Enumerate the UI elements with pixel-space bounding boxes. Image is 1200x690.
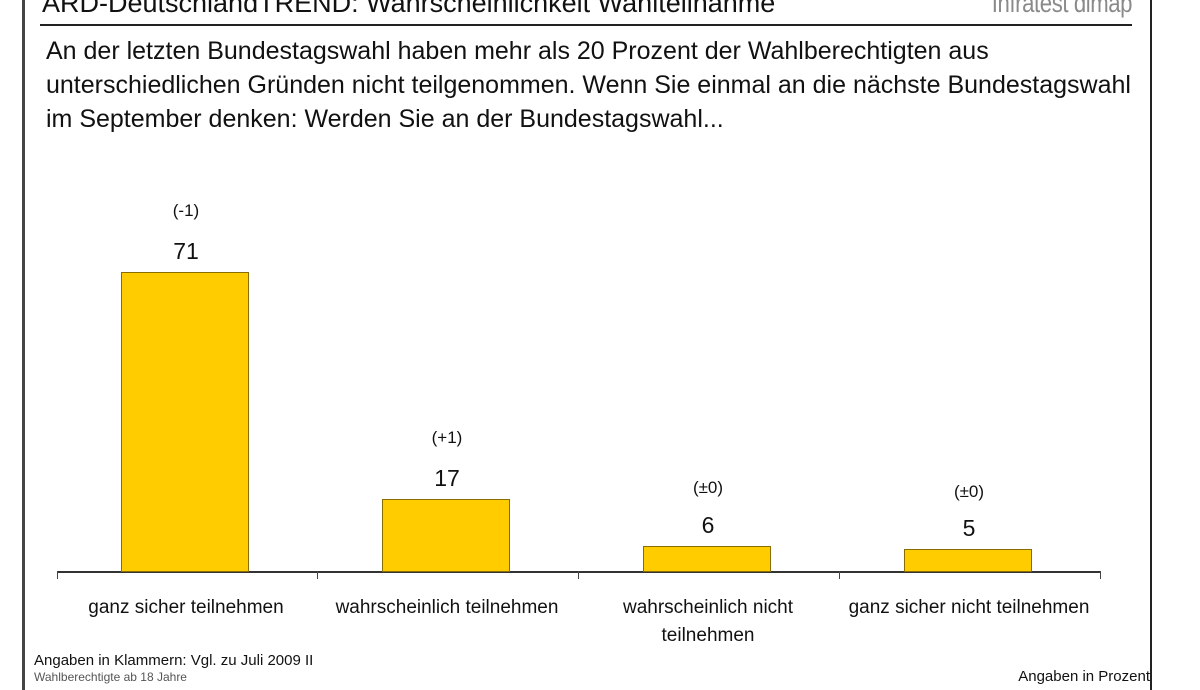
unit-note: Angaben in Prozent <box>1018 668 1150 685</box>
bar-wahrscheinlich-nicht-teilnehmen <box>643 546 771 572</box>
x-axis <box>57 571 1101 573</box>
bar-value-label: 5 <box>962 515 976 541</box>
category-label: wahrscheinlich teilnehmen <box>335 597 559 618</box>
survey-question: An der letzten Bundestagswahl haben mehr… <box>46 37 1131 133</box>
footnote-comparison: Angaben in Klammern: Vgl. zu Juli 2009 I… <box>34 652 314 669</box>
chart-title: ARD-DeutschlandTREND: Wahrscheinlichkeit… <box>42 0 776 18</box>
category-label: wahrscheinlich nicht teilnehmen <box>622 597 794 646</box>
brand-logo-text: Infratest dimap <box>991 0 1133 18</box>
axis-tick <box>839 571 840 579</box>
axis-tick <box>578 571 579 579</box>
bar-wahrscheinlich-teilnehmen <box>382 499 510 572</box>
bar-ganz-sicher-teilnehmen <box>121 272 249 572</box>
bar-chart: (-1) 71 ganz sicher teilnehmen (+1) 17 w… <box>57 201 1101 646</box>
bar-value-label: 17 <box>434 465 460 491</box>
axis-tick <box>57 571 58 579</box>
footnote-population: Wahlberechtigte ab 18 Jahre <box>34 670 187 684</box>
bar-change-label: (±0) <box>953 482 985 501</box>
axis-tick <box>1100 571 1101 579</box>
title-divider <box>40 24 1132 26</box>
bar-change-label: (±0) <box>692 478 724 497</box>
chart-frame <box>22 0 1152 690</box>
bar-value-label: 71 <box>173 238 199 264</box>
category-label: ganz sicher teilnehmen <box>88 597 284 618</box>
bar-ganz-sicher-nicht-teilnehmen <box>904 549 1032 572</box>
bar-change-label: (+1) <box>431 428 463 447</box>
bar-change-label: (-1) <box>172 201 200 220</box>
category-label: ganz sicher nicht teilnehmen <box>848 597 1090 618</box>
bar-value-label: 6 <box>701 512 715 538</box>
axis-tick <box>317 571 318 579</box>
